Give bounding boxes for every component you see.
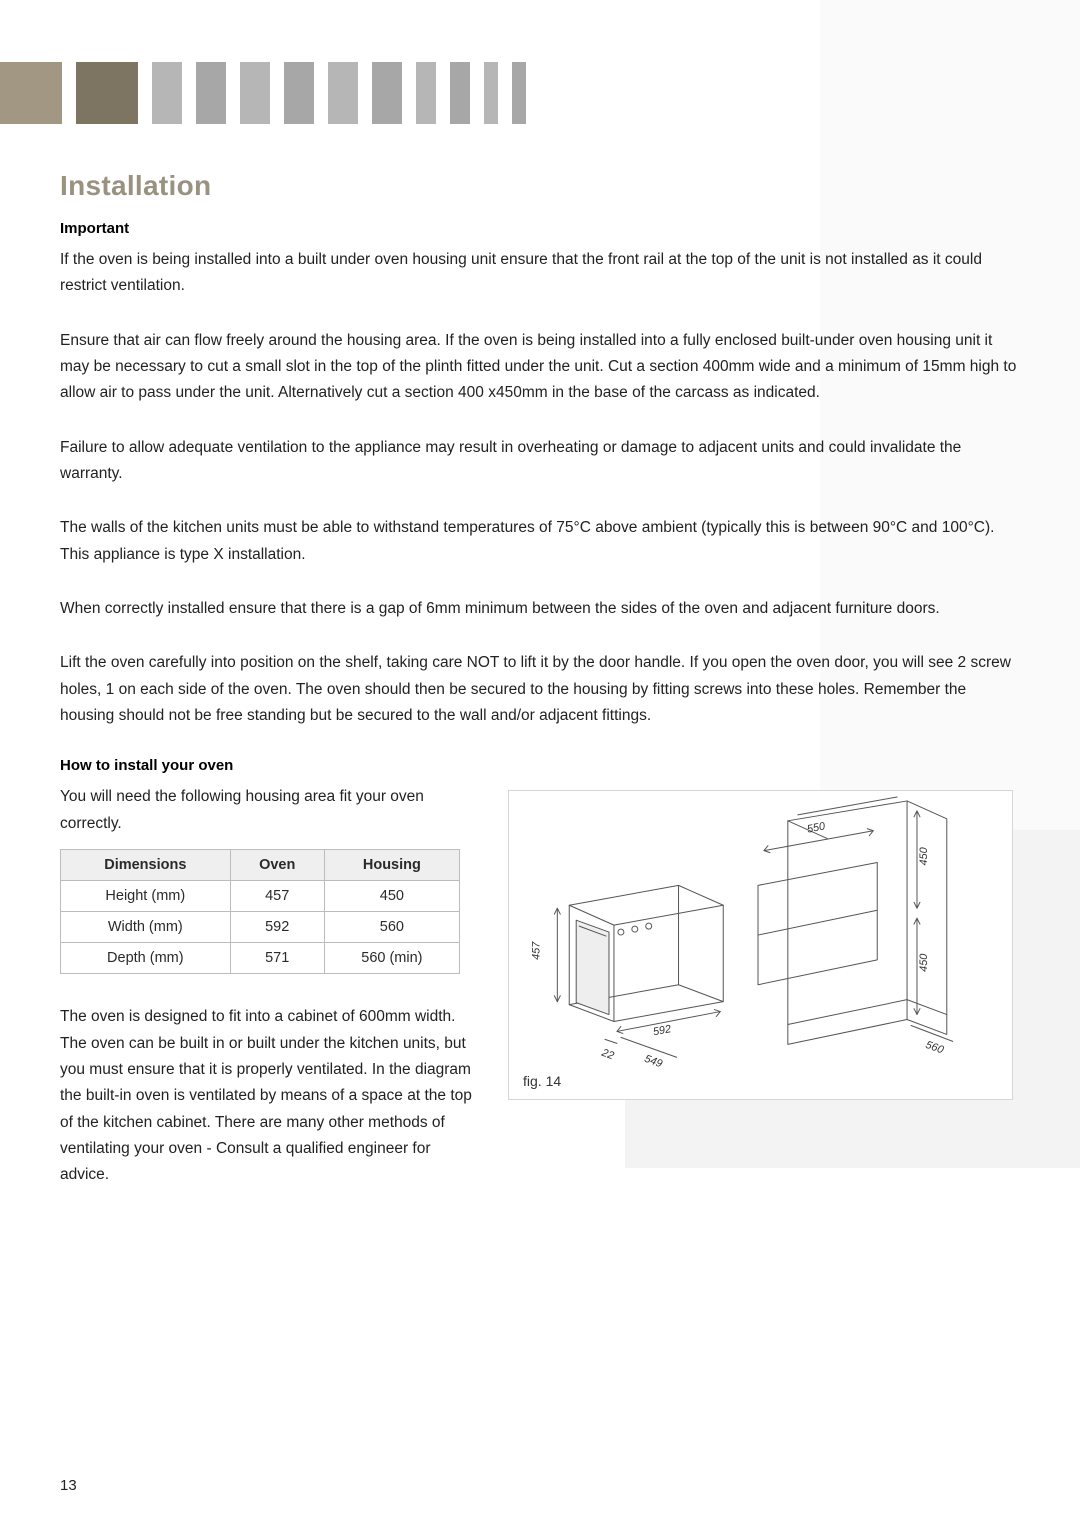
decor-square — [196, 62, 226, 124]
howto-intro: You will need the following housing area… — [60, 784, 480, 837]
howto-heading: How to install your oven — [60, 757, 1020, 774]
dim-housing-height-lower: 450 — [918, 954, 930, 972]
table-header-row: Dimensions Oven Housing — [61, 850, 460, 881]
table-cell: Height (mm) — [61, 881, 231, 912]
decor-square — [284, 62, 314, 124]
table-row: Height (mm)457450 — [61, 881, 460, 912]
decor-square — [512, 62, 526, 124]
paragraph-3: Failure to allow adequate ventilation to… — [60, 435, 1020, 488]
col-oven: Oven — [230, 850, 324, 881]
paragraph-6: Lift the oven carefully into position on… — [60, 650, 1020, 729]
decor-square — [416, 62, 436, 124]
table-cell: Depth (mm) — [61, 943, 231, 974]
paragraph-1: If the oven is being installed into a bu… — [60, 247, 1020, 300]
table-cell: 450 — [324, 881, 459, 912]
paragraph-4: The walls of the kitchen units must be a… — [60, 515, 1020, 568]
section-title: Installation — [60, 170, 1020, 202]
decor-square — [372, 62, 402, 124]
table-cell: 592 — [230, 912, 324, 943]
dim-housing-height-upper: 450 — [918, 848, 930, 866]
left-column: You will need the following housing area… — [60, 784, 480, 1188]
table-row: Depth (mm)571560 (min) — [61, 943, 460, 974]
decor-squares-row — [0, 62, 540, 124]
decor-square — [152, 62, 182, 124]
dimensions-table: Dimensions Oven Housing Height (mm)45745… — [60, 849, 460, 974]
dim-oven-height: 457 — [530, 941, 542, 960]
paragraph-5: When correctly installed ensure that the… — [60, 596, 1020, 622]
table-cell: 560 (min) — [324, 943, 459, 974]
content-area: Installation Important If the oven is be… — [60, 170, 1020, 1189]
decor-square — [76, 62, 138, 124]
table-cell: 560 — [324, 912, 459, 943]
dim-housing-width: 550 — [806, 821, 826, 836]
col-dimensions: Dimensions — [61, 850, 231, 881]
dim-oven-depth: 549 — [643, 1053, 664, 1071]
dim-oven-width: 592 — [652, 1024, 672, 1039]
decor-square — [450, 62, 470, 124]
diagram-svg: 457 592 549 22 550 450 450 560 — [509, 791, 1012, 1099]
figure-caption: fig. 14 — [523, 1073, 561, 1089]
right-column: 457 592 549 22 550 450 450 560 fig. 14 — [508, 784, 1018, 1188]
paragraph-2: Ensure that air can flow freely around t… — [60, 328, 1020, 407]
col-housing: Housing — [324, 850, 459, 881]
decor-square — [484, 62, 498, 124]
table-cell: 571 — [230, 943, 324, 974]
decor-square — [240, 62, 270, 124]
decor-square — [328, 62, 358, 124]
table-cell: Width (mm) — [61, 912, 231, 943]
decor-square — [0, 62, 62, 124]
dim-handle: 22 — [599, 1047, 615, 1063]
two-column-layout: You will need the following housing area… — [60, 784, 1020, 1188]
page: Installation Important If the oven is be… — [0, 0, 1080, 1532]
table-cell: 457 — [230, 881, 324, 912]
installation-diagram: 457 592 549 22 550 450 450 560 fig. 14 — [508, 790, 1013, 1100]
page-number: 13 — [60, 1477, 77, 1494]
howto-body: The oven is designed to fit into a cabin… — [60, 1004, 480, 1188]
important-heading: Important — [60, 220, 1020, 237]
table-row: Width (mm)592560 — [61, 912, 460, 943]
dim-housing-depth: 560 — [924, 1039, 945, 1057]
